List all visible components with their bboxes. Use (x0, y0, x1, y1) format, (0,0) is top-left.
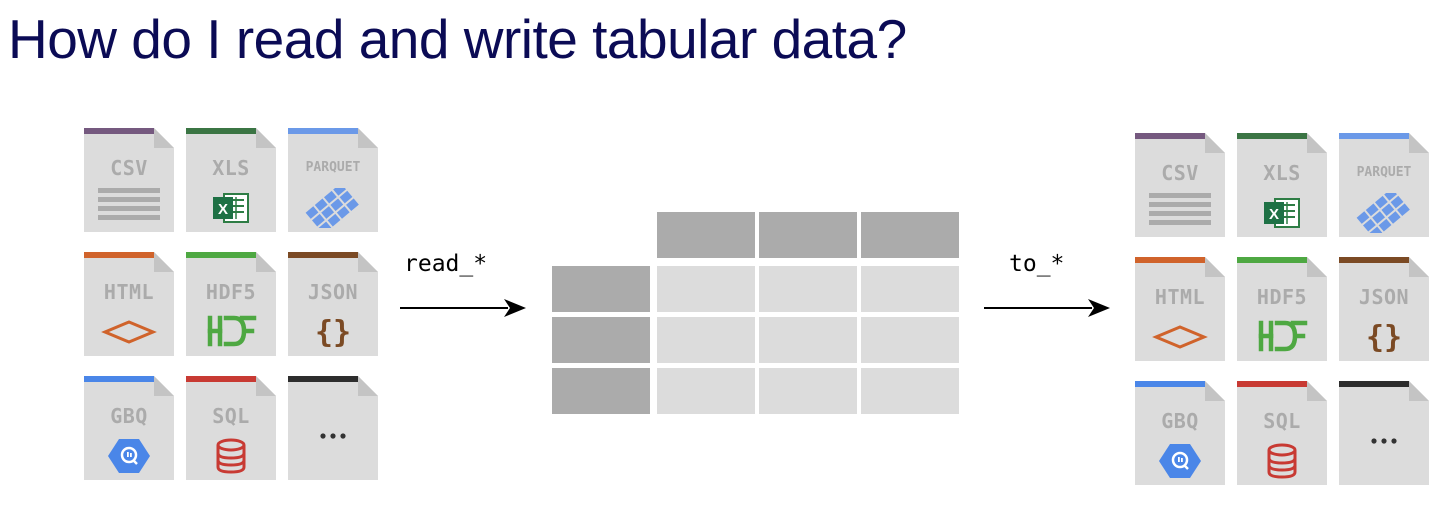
output-file-more (1339, 381, 1429, 485)
file-format-label: SQL (1263, 409, 1301, 433)
output-file-parquet: PARQUET (1339, 133, 1429, 237)
dataframe-table (552, 212, 959, 414)
file-format-label: HDF5 (1256, 285, 1308, 309)
output-file-gbq: GBQ (1135, 381, 1225, 485)
input-formats-grid: CSV XLS X PARQUET HTML HDF5 JSON {} GBQ SQL (84, 128, 378, 486)
bigquery-icon (108, 439, 150, 473)
file-format-label: GBQ (1161, 409, 1199, 433)
row-index-cell (552, 266, 650, 312)
input-file-hdf5: HDF5 (186, 252, 276, 356)
read-label: read_* (404, 251, 488, 277)
row-index-cell (552, 368, 650, 414)
output-file-csv: CSV (1135, 133, 1225, 237)
database-icon (1267, 443, 1297, 479)
write-label: to_* (1009, 251, 1065, 277)
output-file-xls: XLS X (1237, 133, 1327, 237)
file-page-icon (1339, 257, 1429, 361)
data-cell (759, 266, 857, 312)
input-file-xls: XLS X (186, 128, 276, 232)
data-cell (861, 266, 959, 312)
svg-text:X: X (1269, 206, 1279, 223)
parquet-icon (1356, 193, 1410, 233)
file-format-label: HTML (1154, 285, 1206, 309)
file-page-icon (288, 252, 378, 356)
file-page-icon (288, 376, 378, 480)
output-file-sql: SQL (1237, 381, 1327, 485)
file-format-label: XLS (1263, 161, 1301, 185)
ellipsis-icon (320, 433, 346, 439)
braces-icon: {} (1366, 320, 1402, 355)
input-file-csv: CSV (84, 128, 174, 232)
svg-text:{}: {} (315, 315, 351, 350)
database-icon (216, 438, 246, 474)
data-cell (657, 266, 755, 312)
bigquery-icon (1159, 444, 1201, 478)
parquet-icon (305, 188, 359, 228)
hdf-icon (1258, 320, 1308, 352)
excel-icon: X (213, 193, 249, 223)
html-diamond-icon (1152, 325, 1208, 349)
column-header-cell (861, 212, 959, 258)
file-format-label: HDF5 (205, 280, 257, 304)
file-page-icon (1237, 381, 1327, 485)
hdf-icon (207, 315, 257, 347)
excel-icon: X (1264, 198, 1300, 228)
output-file-hdf5: HDF5 (1237, 257, 1327, 361)
html-diamond-icon (101, 320, 157, 344)
file-page-icon (1135, 381, 1225, 485)
input-file-more (288, 376, 378, 480)
data-cell (759, 368, 857, 414)
file-format-label: SQL (212, 404, 250, 428)
file-format-label: HTML (103, 280, 155, 304)
ellipsis-icon (1371, 438, 1397, 444)
file-format-label: CSV (110, 156, 148, 180)
file-format-label: XLS (212, 156, 250, 180)
data-cell (861, 368, 959, 414)
column-header-cell (759, 212, 857, 258)
file-page-icon (84, 376, 174, 480)
input-file-html: HTML (84, 252, 174, 356)
file-page-icon (186, 376, 276, 480)
data-cell (861, 317, 959, 363)
write-arrow (984, 299, 1110, 317)
output-formats-grid: CSV XLS X PARQUET HTML HDF5 JSON {} GBQ SQL (1135, 133, 1429, 491)
file-page-icon (186, 128, 276, 232)
input-file-gbq: GBQ (84, 376, 174, 480)
file-format-label: CSV (1161, 161, 1199, 185)
svg-text:X: X (218, 201, 228, 218)
data-cell (759, 317, 857, 363)
lines-icon (98, 188, 160, 220)
file-format-label: JSON (1358, 285, 1410, 309)
file-format-label: JSON (307, 280, 359, 304)
data-cell (657, 368, 755, 414)
lines-icon (1149, 193, 1211, 225)
braces-icon: {} (315, 315, 351, 350)
output-file-json: JSON {} (1339, 257, 1429, 361)
file-format-label: GBQ (110, 404, 148, 428)
file-format-label: PARQUET (1356, 165, 1412, 180)
svg-text:{}: {} (1366, 320, 1402, 355)
row-index-cell (552, 317, 650, 363)
page-title: How do I read and write tabular data? (8, 8, 907, 70)
read-arrow (400, 299, 526, 317)
file-page-icon (1237, 133, 1327, 237)
file-page-icon (1339, 381, 1429, 485)
input-file-sql: SQL (186, 376, 276, 480)
column-header-cell (657, 212, 755, 258)
input-file-json: JSON {} (288, 252, 378, 356)
output-file-html: HTML (1135, 257, 1225, 361)
file-format-label: PARQUET (305, 160, 361, 175)
data-cell (657, 317, 755, 363)
input-file-parquet: PARQUET (288, 128, 378, 232)
